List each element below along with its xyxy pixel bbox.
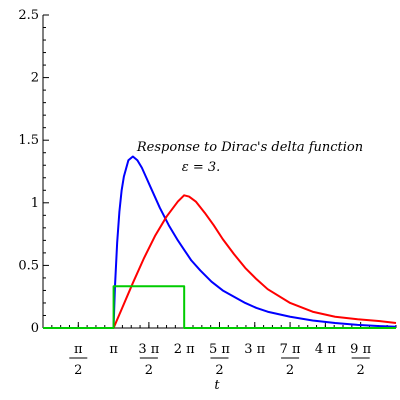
series-layer [43,155,397,329]
x-tick-label: 4 π [315,342,336,357]
y-tick-label: 0.5 [18,258,39,273]
x-tick-label: 3 π [244,342,265,357]
x-tick-label-denominator: 2 [74,363,82,378]
y-tick-label: 0 [31,321,39,336]
x-tick-label-denominator: 2 [215,363,223,378]
series-line-1 [43,155,397,329]
series-line-2 [43,194,397,329]
x-tick-label-denominator: 2 [286,363,294,378]
y-tick-label: 1.5 [18,133,39,148]
x-tick-label-denominator: 2 [357,363,365,378]
x-tick-label: 9 π [350,342,371,357]
x-tick-label: π [109,342,118,357]
y-tick-label: 2.5 [18,8,39,23]
y-tick-label: 2 [31,71,39,86]
series-line-3 [43,285,396,329]
x-tick-label: 7 π [280,342,301,357]
x-axis-label: t [214,378,220,393]
axes: 0 0.5 1 1.5 2 2.5 π 2 π 3 π 2 2 π 5 π 2 3 π 7 π 2 4 π 9 π 2 [18,8,397,378]
x-tick-label: 3 π [138,342,159,357]
annotation-line-2: ε = 3. [182,160,221,175]
x-tick-label: 2 π [174,342,195,357]
x-tick-label-denominator: 2 [145,363,153,378]
x-tick-label: π [74,342,83,357]
annotation-line-1: Response to Dirac's delta function [136,140,363,155]
y-tick-label: 1 [31,196,39,211]
x-tick-label: 5 π [209,342,230,357]
